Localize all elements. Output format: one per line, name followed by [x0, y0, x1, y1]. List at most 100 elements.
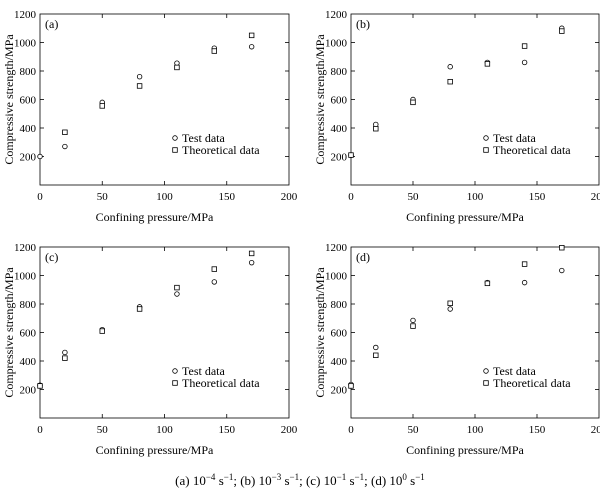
y-tick-label: 800 [20, 299, 37, 311]
y-tick-label: 1200 [14, 9, 37, 21]
data-point-theoretical [484, 280, 491, 287]
y-tick-label: 400 [20, 356, 37, 368]
data-point-test [62, 143, 68, 150]
panel-title: (b) [356, 17, 370, 31]
data-point-test [559, 267, 565, 274]
data-point-theoretical [248, 250, 255, 257]
y-tick-label: 800 [331, 66, 348, 78]
data-point-test [521, 279, 528, 286]
data-point-test [373, 344, 379, 351]
legend-marker-theoretical [172, 380, 178, 386]
data-point-theoretical [99, 328, 105, 334]
data-point-theoretical [248, 32, 255, 39]
x-tick-label: 100 [467, 424, 484, 436]
plot-frame [39, 246, 290, 419]
x-tick-label: 100 [156, 191, 173, 203]
y-tick-label: 800 [20, 66, 37, 78]
y-tick-label: 1000 [325, 38, 348, 50]
legend-marker-theoretical [172, 147, 178, 153]
y-tick-label: 1200 [325, 9, 348, 21]
y-tick-label: 1200 [325, 242, 348, 254]
data-point-theoretical [447, 300, 453, 306]
chart-panel-4: 200 400 600 800 1000 1200 0 50 100 150 200 (d) Confi… [313, 242, 600, 457]
legend-marker-theoretical [483, 380, 489, 386]
panel-title: (c) [45, 250, 58, 264]
figure-caption: (a) 10−4 s−1; (b) 10−3 s−1; (c) 10−1 s−1… [175, 472, 425, 488]
y-axis-label: Compressive strength/MPa [313, 34, 327, 165]
x-tick-label: 200 [281, 191, 298, 203]
data-point-theoretical [211, 266, 217, 272]
y-tick-label: 200 [20, 385, 37, 397]
data-point-test [211, 279, 217, 285]
legend-marker-test [483, 135, 489, 141]
x-axis-label: Confining pressure/MPa [96, 443, 214, 457]
x-tick-label: 50 [408, 424, 420, 436]
legend-marker-theoretical [483, 147, 489, 153]
x-tick-label: 50 [97, 191, 109, 203]
data-point-test [447, 64, 453, 70]
y-tick-label: 400 [331, 123, 348, 135]
x-tick-label: 150 [529, 424, 546, 436]
data-point-test [62, 349, 68, 356]
plot-frame [350, 13, 600, 186]
x-tick-label: 0 [348, 191, 354, 203]
y-tick-label: 1000 [14, 38, 37, 50]
legend-label: Test data [493, 131, 536, 145]
x-tick-label: 150 [219, 424, 236, 436]
x-axis-label: Confining pressure/MPa [406, 210, 524, 224]
data-point-theoretical [136, 83, 143, 89]
data-point-theoretical [559, 28, 565, 34]
legend-marker-test [483, 368, 489, 374]
data-point-theoretical [373, 352, 379, 358]
data-point-theoretical [136, 306, 143, 312]
data-point-theoretical [559, 245, 565, 251]
plot-frame [39, 13, 290, 186]
x-tick-label: 200 [591, 191, 600, 203]
legend-label: Test data [182, 364, 225, 378]
y-tick-label: 600 [20, 328, 37, 340]
y-tick-label: 400 [331, 356, 348, 368]
data-point-theoretical [373, 126, 379, 132]
y-axis-label: Compressive strength/MPa [2, 267, 16, 398]
x-tick-label: 0 [348, 424, 354, 436]
data-point-test [447, 306, 453, 312]
data-point-theoretical [447, 78, 453, 85]
y-tick-label: 200 [331, 385, 348, 397]
data-point-theoretical [99, 103, 105, 109]
data-point-theoretical [62, 355, 68, 361]
x-tick-label: 100 [467, 191, 484, 203]
data-point-theoretical [174, 284, 180, 291]
data-point-theoretical [62, 129, 68, 135]
data-point-theoretical [174, 64, 180, 71]
data-point-theoretical [521, 43, 528, 49]
data-point-theoretical [211, 48, 217, 54]
data-point-theoretical [348, 152, 354, 158]
legend-label: Test data [182, 131, 225, 145]
data-point-test [521, 59, 528, 66]
legend-label: Theoretical data [182, 376, 260, 390]
legend-marker-test [172, 368, 178, 374]
data-point-test [410, 317, 416, 324]
panel-title: (a) [45, 17, 58, 31]
y-tick-label: 1000 [14, 271, 37, 283]
y-axis-label: Compressive strength/MPa [313, 267, 327, 398]
legend-marker-test [172, 135, 178, 141]
data-point-test [248, 259, 255, 266]
chart-panel-2: 200 400 600 800 1000 1200 0 50 100 150 200 (b) Confi… [313, 9, 600, 224]
x-axis-label: Confining pressure/MPa [406, 443, 524, 457]
x-tick-label: 0 [37, 424, 43, 436]
data-point-test [174, 291, 180, 297]
y-tick-label: 600 [331, 328, 348, 340]
data-point-test [248, 44, 255, 50]
y-tick-label: 600 [20, 95, 37, 107]
data-point-theoretical [410, 323, 416, 329]
x-axis-label: Confining pressure/MPa [96, 210, 214, 224]
y-tick-label: 200 [20, 152, 37, 164]
legend-label: Theoretical data [493, 376, 571, 390]
data-point-test [37, 153, 43, 160]
panel-title: (d) [356, 250, 370, 264]
data-point-theoretical [37, 383, 43, 389]
y-tick-label: 1000 [325, 271, 348, 283]
